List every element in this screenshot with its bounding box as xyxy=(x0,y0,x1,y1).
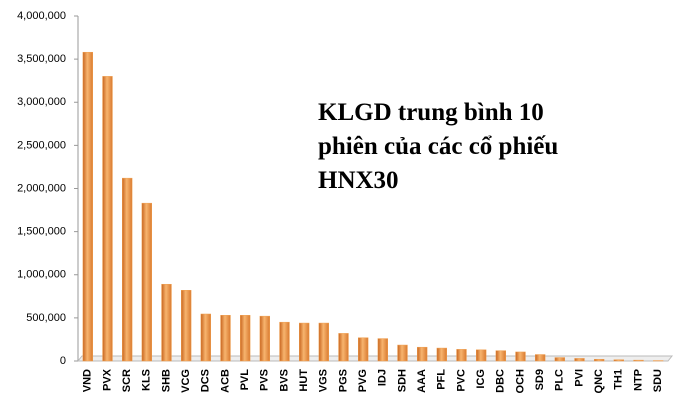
chart-title: KLGD trung bình 10 xyxy=(318,99,544,126)
bar xyxy=(574,358,585,362)
chart-title: phiên của các cổ phiếu xyxy=(318,133,558,160)
x-tick-label: KLS xyxy=(141,369,153,391)
bar xyxy=(220,315,231,362)
y-tick-label: 1,000,000 xyxy=(17,269,66,281)
x-tick-label: VND xyxy=(82,369,94,392)
bar xyxy=(495,350,506,362)
bar xyxy=(122,177,133,362)
bar xyxy=(240,315,251,362)
x-tick-label: TH1 xyxy=(613,369,625,390)
x-tick-label: VGS xyxy=(318,369,330,392)
bar xyxy=(181,290,192,362)
y-tick-label: 2,000,000 xyxy=(17,182,66,194)
x-tick-label: DBC xyxy=(495,369,507,393)
bar xyxy=(633,359,644,362)
y-tick-label: 2,500,000 xyxy=(17,139,66,151)
bar xyxy=(535,354,546,362)
y-tick-label: 3,500,000 xyxy=(17,53,66,65)
bar xyxy=(259,315,270,362)
x-tick-label: PLC xyxy=(554,369,566,391)
x-tick-label: BVS xyxy=(278,369,290,392)
bar xyxy=(318,322,329,362)
x-tick-label: ACB xyxy=(219,369,231,393)
x-tick-label: PFL xyxy=(436,369,448,390)
y-tick-label: 4,000,000 xyxy=(17,10,66,22)
bar xyxy=(417,346,428,362)
bar xyxy=(358,337,369,362)
x-tick-label: PVI xyxy=(573,369,585,387)
x-tick-label: VCG xyxy=(180,369,192,393)
x-tick-label: PVC xyxy=(455,369,467,392)
x-tick-label: PVX xyxy=(101,368,113,391)
x-tick-label: PGS xyxy=(337,369,349,392)
bar xyxy=(141,202,153,362)
y-tick-label: 1,500,000 xyxy=(17,226,66,238)
bar xyxy=(200,313,212,362)
x-tick-label: IDJ xyxy=(377,369,389,386)
x-tick-label: SHB xyxy=(160,369,172,392)
bar xyxy=(515,351,526,362)
bar xyxy=(594,359,605,362)
x-tick-label: QNC xyxy=(593,369,605,394)
x-tick-label: SD9 xyxy=(534,369,546,390)
x-tick-label: NTP xyxy=(632,369,644,391)
chart-title: HNX30 xyxy=(318,167,399,194)
x-tick-label: PVL xyxy=(239,369,251,391)
y-tick-label: 3,000,000 xyxy=(17,96,66,108)
bar xyxy=(102,76,113,362)
y-tick-label: 0 xyxy=(60,355,66,367)
x-tick-label: SCR xyxy=(121,369,133,392)
x-tick-label: ICG xyxy=(475,369,487,389)
bar xyxy=(279,321,290,362)
x-tick-label: OCH xyxy=(514,369,526,394)
x-tick-label: PVG xyxy=(357,369,369,392)
bar xyxy=(613,359,625,362)
x-tick-label: HUT xyxy=(298,369,310,392)
bar xyxy=(436,347,447,362)
bar xyxy=(456,349,467,362)
y-tick-label: 500,000 xyxy=(26,312,66,324)
x-tick-label: DCS xyxy=(200,369,212,392)
x-tick-label: SDU xyxy=(652,369,664,392)
bar xyxy=(161,283,172,362)
x-tick-label: AAA xyxy=(416,369,428,393)
bar xyxy=(338,333,349,362)
bar xyxy=(377,338,388,362)
bar xyxy=(299,322,310,362)
bar xyxy=(554,357,566,362)
bar xyxy=(82,51,93,362)
bar xyxy=(397,344,408,362)
x-tick-label: SDH xyxy=(396,369,408,392)
x-tick-label: PVS xyxy=(259,369,271,391)
bar xyxy=(476,349,487,362)
